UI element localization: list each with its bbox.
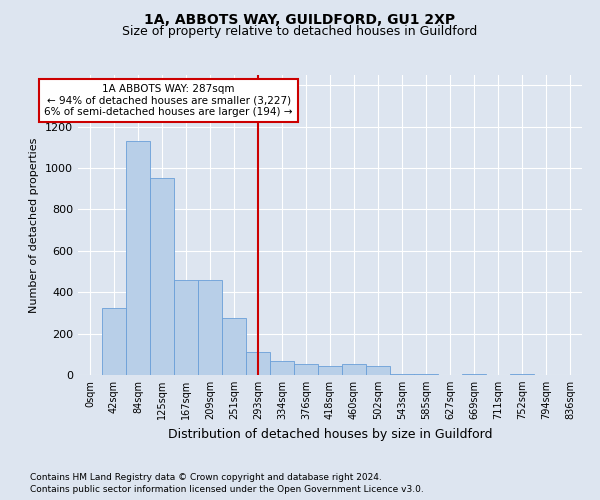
Bar [198,280,222,375]
Bar [294,364,318,375]
Text: 1A, ABBOTS WAY, GUILDFORD, GU1 2XP: 1A, ABBOTS WAY, GUILDFORD, GU1 2XP [145,12,455,26]
Y-axis label: Number of detached properties: Number of detached properties [29,138,40,312]
Bar [462,374,486,375]
X-axis label: Distribution of detached houses by size in Guildford: Distribution of detached houses by size … [168,428,492,440]
Text: Size of property relative to detached houses in Guildford: Size of property relative to detached ho… [122,25,478,38]
Bar [150,178,174,375]
Bar [414,374,438,375]
Bar [222,318,246,375]
Bar [174,280,198,375]
Bar [342,364,366,375]
Bar [126,141,150,375]
Text: Contains HM Land Registry data © Crown copyright and database right 2024.: Contains HM Land Registry data © Crown c… [30,472,382,482]
Bar [246,352,270,375]
Text: Contains public sector information licensed under the Open Government Licence v3: Contains public sector information licen… [30,485,424,494]
Bar [318,366,342,375]
Text: 1A ABBOTS WAY: 287sqm
← 94% of detached houses are smaller (3,227)
6% of semi-de: 1A ABBOTS WAY: 287sqm ← 94% of detached … [44,84,293,117]
Bar [510,374,534,375]
Bar [102,308,126,375]
Bar [366,366,390,375]
Bar [270,360,294,375]
Bar [390,374,414,375]
